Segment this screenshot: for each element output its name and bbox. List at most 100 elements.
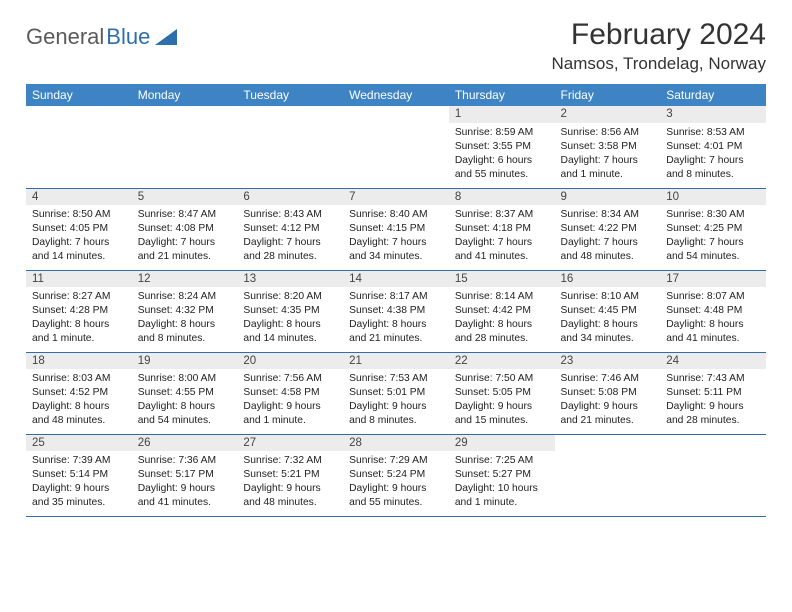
sunrise-text: Sunrise: 7:56 AM <box>243 372 337 386</box>
sunset-text: Sunset: 5:17 PM <box>138 468 232 482</box>
day-info-cell: Sunrise: 8:24 AMSunset: 4:32 PMDaylight:… <box>132 287 238 352</box>
sunrise-text: Sunrise: 7:25 AM <box>455 454 549 468</box>
sunset-text: Sunset: 4:38 PM <box>349 304 443 318</box>
calendar-table: Sunday Monday Tuesday Wednesday Thursday… <box>26 84 766 517</box>
day-number-cell <box>237 106 343 123</box>
sunset-text: Sunset: 5:24 PM <box>349 468 443 482</box>
info-row: Sunrise: 8:03 AMSunset: 4:52 PM Daylight:… <box>26 369 766 434</box>
daynum-row: 11121314151617 <box>26 270 766 287</box>
day-info-cell: Sunrise: 7:53 AMSunset: 5:01 PMDaylight:… <box>343 369 449 434</box>
weekday-header: Tuesday <box>237 84 343 106</box>
daylight-text: Daylight: 9 hours and 1 minute. <box>243 400 337 428</box>
info-row: Sunrise: 8:59 AMSunset: 3:55 PMDaylight:… <box>26 123 766 188</box>
day-number-cell: 14 <box>343 270 449 287</box>
day-info-cell: Sunrise: 8:59 AMSunset: 3:55 PMDaylight:… <box>449 123 555 188</box>
day-number-cell: 16 <box>555 270 661 287</box>
day-info-cell <box>555 451 661 516</box>
day-info-cell: Sunrise: 8:43 AMSunset: 4:12 PMDaylight:… <box>237 205 343 270</box>
daylight-text: Daylight: 8 hours and 41 minutes. <box>666 318 760 346</box>
day-info-cell <box>237 123 343 188</box>
calendar-body: 123Sunrise: 8:59 AMSunset: 3:55 PMDaylig… <box>26 106 766 516</box>
sunrise-text: Sunrise: 8:14 AM <box>455 290 549 304</box>
sunset-text: Sunset: 3:55 PM <box>455 140 549 154</box>
day-info-cell: Sunrise: 8:47 AMSunset: 4:08 PMDaylight:… <box>132 205 238 270</box>
day-number-cell: 19 <box>132 352 238 369</box>
sunrise-text: Sunrise: 8:24 AM <box>138 290 232 304</box>
day-number-cell <box>660 434 766 451</box>
sunrise-text: Sunrise: 8:50 AM <box>32 208 126 222</box>
sunrise-text: Sunrise: 8:37 AM <box>455 208 549 222</box>
daylight-text: Daylight: 9 hours and 41 minutes. <box>138 482 232 510</box>
sunset-text: Sunset: 4:58 PM <box>243 386 337 400</box>
sunset-text: Sunset: 4:12 PM <box>243 222 337 236</box>
daylight-text: Daylight: 7 hours and 8 minutes. <box>666 154 760 182</box>
info-row: Sunrise: 8:50 AMSunset: 4:05 PMDaylight:… <box>26 205 766 270</box>
day-info-cell: Sunrise: 7:32 AMSunset: 5:21 PMDaylight:… <box>237 451 343 516</box>
info-row: Sunrise: 8:27 AMSunset: 4:28 PMDaylight:… <box>26 287 766 352</box>
day-number-cell: 7 <box>343 188 449 205</box>
daylight-text: Daylight: 9 hours and 21 minutes. <box>561 400 655 428</box>
day-number-cell: 3 <box>660 106 766 123</box>
day-info-cell: Sunrise: 7:50 AMSunset: 5:05 PMDaylight:… <box>449 369 555 434</box>
sunset-text: Sunset: 5:27 PM <box>455 468 549 482</box>
day-info-cell <box>26 123 132 188</box>
day-number-cell: 28 <box>343 434 449 451</box>
day-number-cell: 2 <box>555 106 661 123</box>
sunset-text: Sunset: 4:22 PM <box>561 222 655 236</box>
sunrise-text: Sunrise: 7:36 AM <box>138 454 232 468</box>
sunset-text: Sunset: 4:52 PM <box>32 386 126 400</box>
sunset-text: Sunset: 4:05 PM <box>32 222 126 236</box>
day-number-cell: 15 <box>449 270 555 287</box>
day-number-cell: 21 <box>343 352 449 369</box>
daylight-text: Daylight: 7 hours and 21 minutes. <box>138 236 232 264</box>
sunrise-text: Sunrise: 8:03 AM <box>32 372 126 386</box>
sunset-text: Sunset: 4:45 PM <box>561 304 655 318</box>
logo-triangle-icon <box>155 29 177 45</box>
daylight-text: Daylight: 8 hours and 34 minutes. <box>561 318 655 346</box>
logo-text-a: General <box>26 24 104 50</box>
daylight-text: Daylight: 6 hours and 55 minutes. <box>455 154 549 182</box>
sunrise-text: Sunrise: 8:30 AM <box>666 208 760 222</box>
daylight-text: Daylight: 9 hours and 8 minutes. <box>349 400 443 428</box>
day-number-cell: 8 <box>449 188 555 205</box>
daylight-text: Daylight: 8 hours and 21 minutes. <box>349 318 443 346</box>
sunset-text: Sunset: 4:35 PM <box>243 304 337 318</box>
day-info-cell <box>343 123 449 188</box>
daylight-text: Daylight: 9 hours and 48 minutes. <box>243 482 337 510</box>
day-info-cell: Sunrise: 8:20 AMSunset: 4:35 PMDaylight:… <box>237 287 343 352</box>
day-number-cell: 26 <box>132 434 238 451</box>
day-number-cell: 29 <box>449 434 555 451</box>
day-number-cell: 6 <box>237 188 343 205</box>
logo-text-b: Blue <box>106 24 150 50</box>
month-title: February 2024 <box>552 18 766 52</box>
day-info-cell: Sunrise: 8:30 AMSunset: 4:25 PMDaylight:… <box>660 205 766 270</box>
weekday-header: Wednesday <box>343 84 449 106</box>
daynum-row: 2526272829 <box>26 434 766 451</box>
daylight-text: Daylight: 7 hours and 41 minutes. <box>455 236 549 264</box>
day-info-cell: Sunrise: 8:53 AMSunset: 4:01 PMDaylight:… <box>660 123 766 188</box>
sunrise-text: Sunrise: 8:56 AM <box>561 126 655 140</box>
weekday-header: Thursday <box>449 84 555 106</box>
sunset-text: Sunset: 4:42 PM <box>455 304 549 318</box>
sunset-text: Sunset: 5:21 PM <box>243 468 337 482</box>
day-number-cell: 13 <box>237 270 343 287</box>
sunset-text: Sunset: 5:11 PM <box>666 386 760 400</box>
day-number-cell: 4 <box>26 188 132 205</box>
sunset-text: Sunset: 4:48 PM <box>666 304 760 318</box>
sunset-text: Sunset: 4:25 PM <box>666 222 760 236</box>
day-info-cell: Sunrise: 8:17 AMSunset: 4:38 PMDaylight:… <box>343 287 449 352</box>
weekday-header: Monday <box>132 84 238 106</box>
daylight-text: Daylight: 7 hours and 48 minutes. <box>561 236 655 264</box>
sunset-text: Sunset: 4:01 PM <box>666 140 760 154</box>
sunrise-text: Sunrise: 8:27 AM <box>32 290 126 304</box>
sunset-text: Sunset: 4:55 PM <box>138 386 232 400</box>
daylight-text: Daylight: 10 hours and 1 minute. <box>455 482 549 510</box>
daylight-text: Daylight: 7 hours and 14 minutes. <box>32 236 126 264</box>
weekday-header: Sunday <box>26 84 132 106</box>
sunrise-text: Sunrise: 7:50 AM <box>455 372 549 386</box>
daylight-text: Daylight: 7 hours and 28 minutes. <box>243 236 337 264</box>
sunrise-text: Sunrise: 7:32 AM <box>243 454 337 468</box>
day-info-cell: Sunrise: 7:43 AMSunset: 5:11 PMDaylight:… <box>660 369 766 434</box>
page-header: GeneralBlue February 2024 Namsos, Tronde… <box>26 18 766 74</box>
sunset-text: Sunset: 4:18 PM <box>455 222 549 236</box>
